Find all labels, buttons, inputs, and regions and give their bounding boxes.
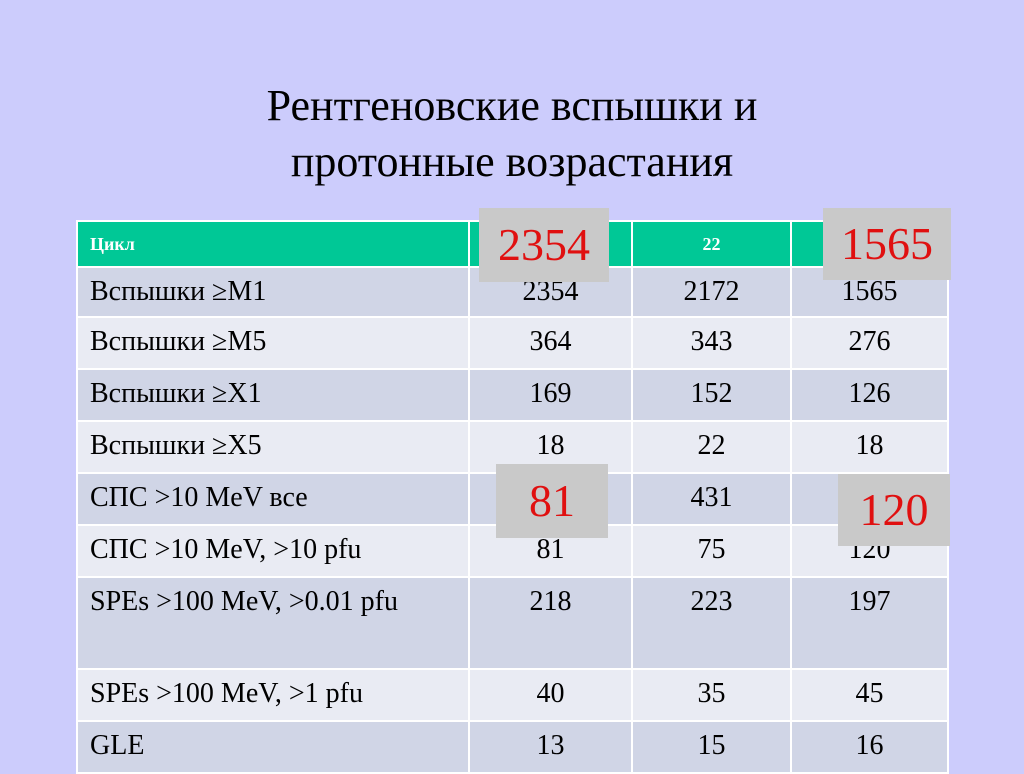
row-label: SPEs >100 MeV, >0.01 pfu bbox=[76, 576, 470, 670]
table-row: SPEs >100 MeV, >0.01 pfu 218 223 197 bbox=[76, 576, 949, 670]
table-cell: 13 bbox=[468, 720, 633, 774]
table-row: GLE 13 15 16 bbox=[76, 720, 949, 774]
row-label: Вспышки ≥M5 bbox=[76, 316, 470, 370]
table-cell: 364 bbox=[468, 316, 633, 370]
row-label: Вспышки ≥M1 bbox=[76, 266, 470, 318]
callout-badge: 120 bbox=[838, 474, 950, 546]
table-cell: 35 bbox=[631, 668, 792, 722]
slide-title-line-1: Рентгеновские вспышки и bbox=[266, 81, 758, 130]
table-cell: 343 bbox=[631, 316, 792, 370]
callout-badge: 1565 bbox=[823, 208, 951, 280]
callout-badge: 2354 bbox=[479, 208, 609, 282]
table-cell: 2172 bbox=[631, 266, 792, 318]
slide-title-line-2: протонные возрастания bbox=[290, 137, 734, 186]
table-cell: 431 bbox=[631, 472, 792, 526]
slide-title: Рентгеновские вспышки и протонные возрас… bbox=[0, 78, 1024, 190]
table-row: Вспышки ≥M5 364 343 276 bbox=[76, 316, 949, 370]
table-row: Вспышки ≥X1 169 152 126 bbox=[76, 368, 949, 422]
table-cell: 15 bbox=[631, 720, 792, 774]
table-row: SPEs >100 MeV, >1 pfu 40 35 45 bbox=[76, 668, 949, 722]
data-table: Цикл 22 Вспышки ≥M1 2354 2172 1565 Вспыш… bbox=[76, 220, 949, 774]
header-cell: 22 bbox=[631, 220, 792, 268]
table-cell: 75 bbox=[631, 524, 792, 578]
table-cell: 45 bbox=[790, 668, 949, 722]
row-label: СПС >10 MeV все bbox=[76, 472, 470, 526]
table-cell: 126 bbox=[790, 368, 949, 422]
table-cell: 16 bbox=[790, 720, 949, 774]
table-cell: 169 bbox=[468, 368, 633, 422]
table-cell: 40 bbox=[468, 668, 633, 722]
table-cell: 218 bbox=[468, 576, 633, 670]
row-label: SPEs >100 MeV, >1 pfu bbox=[76, 668, 470, 722]
header-cell: Цикл bbox=[76, 220, 470, 268]
callout-badge: 81 bbox=[496, 464, 608, 538]
table-cell: 18 bbox=[790, 420, 949, 474]
table-cell: 197 bbox=[790, 576, 949, 670]
row-label: GLE bbox=[76, 720, 470, 774]
table-cell: 276 bbox=[790, 316, 949, 370]
table-cell: 22 bbox=[631, 420, 792, 474]
table-cell: 223 bbox=[631, 576, 792, 670]
table-cell: 152 bbox=[631, 368, 792, 422]
row-label: Вспышки ≥X5 bbox=[76, 420, 470, 474]
row-label: Вспышки ≥X1 bbox=[76, 368, 470, 422]
row-label: СПС >10 MeV, >10 pfu bbox=[76, 524, 470, 578]
